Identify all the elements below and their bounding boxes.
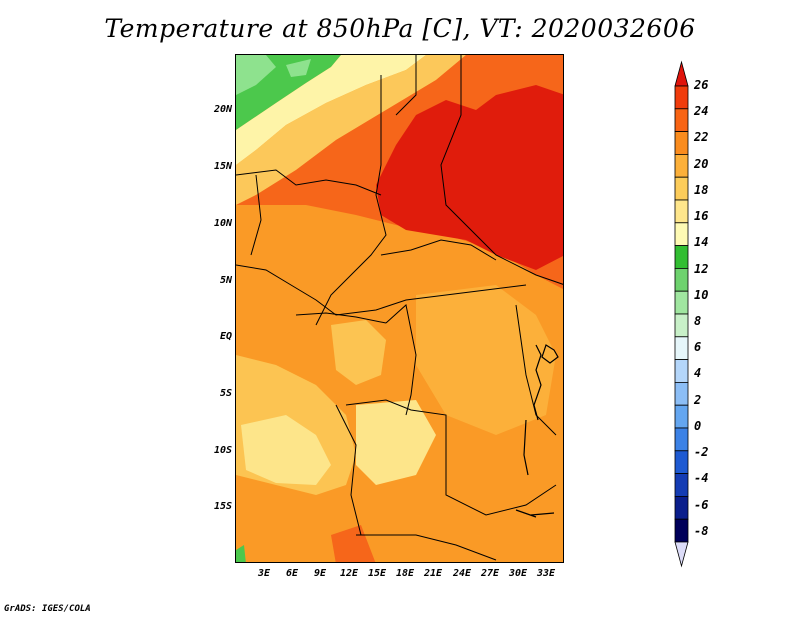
colorbar-band — [674, 381, 689, 406]
temperature-zone-red-core — [376, 85, 563, 270]
lon-label: 18E — [395, 568, 415, 579]
colorbar-band — [674, 153, 689, 178]
colorbar-tick-label: 14 — [694, 235, 709, 250]
temperature-zone-pale-north — [236, 55, 426, 165]
colorbar-band — [674, 518, 689, 543]
colorbar-tick-label: 10 — [694, 287, 709, 302]
colorbar-band — [674, 359, 689, 383]
colorbar-band — [674, 313, 689, 338]
temperature-zone-yellow-north — [236, 55, 466, 205]
country-borders — [236, 55, 563, 561]
lat-label: 10N — [213, 218, 232, 229]
colorbar-band — [674, 473, 689, 497]
lon-label: 12E — [339, 568, 359, 579]
lon-label: 15E — [367, 568, 387, 579]
colorbar-top-arrow — [674, 60, 689, 87]
temperature-zone-lightgreen — [236, 55, 276, 95]
lon-label: 33E — [536, 568, 556, 579]
colorbar-tick-label: 2 — [694, 392, 702, 407]
temperature-zone-red-south — [331, 525, 376, 562]
map-title: Temperature at 850hPa [C], VT: 202003260… — [104, 14, 696, 43]
lon-label: 6E — [285, 568, 299, 579]
colorbar-band — [674, 495, 689, 520]
colorbar-bands — [674, 60, 689, 568]
colorbar-band — [674, 108, 689, 133]
colorbar-tick-label: 0 — [694, 418, 702, 433]
colorbar-bottom-arrow — [674, 541, 689, 568]
map-canvas — [236, 55, 563, 562]
colorbar-tick-label: 22 — [694, 130, 709, 145]
temperature-zone-lightgreen-2 — [286, 59, 311, 77]
colorbar-tick-label: -2 — [694, 445, 709, 460]
lakes — [515, 344, 559, 518]
colorbar-tick-label: 12 — [694, 261, 709, 276]
colorbar-band — [674, 450, 689, 474]
colorbar-tick-label: 24 — [694, 104, 709, 119]
colorbar-band — [674, 267, 689, 292]
lon-label: 9E — [313, 568, 327, 579]
colorbar-tick-label: 8 — [694, 313, 702, 328]
lon-label: 27E — [480, 568, 500, 579]
temperature-zone-green-southwest — [236, 545, 246, 562]
footer-credit: GrADS: IGES/COLA — [4, 604, 91, 614]
temperature-zone-light-orange-east — [416, 285, 556, 435]
colorbar-band — [674, 131, 689, 155]
colorbar-band — [674, 222, 689, 247]
colorbar-tick-label: 4 — [694, 366, 702, 381]
lat-label: EQ — [219, 331, 232, 342]
colorbar-band — [674, 199, 689, 224]
colorbar-band — [674, 404, 689, 429]
lat-label: 5S — [219, 388, 232, 399]
lon-label: 30E — [508, 568, 528, 579]
colorbar-band — [674, 290, 689, 315]
colorbar-band — [674, 427, 689, 452]
colorbar-tick-label: -6 — [694, 497, 709, 512]
colorbar-tick-label: -8 — [694, 523, 709, 538]
temperature-zone-pale-southwest — [241, 415, 331, 485]
temperature-map — [235, 54, 564, 563]
lat-label: 15S — [213, 501, 232, 512]
colorbar-tick-label: 16 — [694, 209, 709, 224]
colorbar-band — [674, 85, 689, 110]
colorbar-tick-label: 6 — [694, 340, 702, 355]
lat-label: 5N — [219, 275, 232, 286]
colorbar-band — [674, 176, 689, 201]
colorbar-tick-label: -4 — [694, 471, 709, 486]
temperature-zone-pale-south — [356, 400, 436, 485]
lon-label: 24E — [452, 568, 472, 579]
colorbar-tick-label: 20 — [694, 156, 709, 171]
colorbar-band — [674, 336, 689, 360]
colorbar-band — [674, 245, 689, 269]
colorbar-tick-label: 26 — [694, 78, 709, 92]
temperature-zone-yellow-central — [331, 320, 386, 385]
lon-label: 21E — [423, 568, 443, 579]
lat-label: 20N — [213, 104, 232, 115]
lat-label: 10S — [213, 445, 232, 456]
lat-label: 15N — [213, 161, 232, 172]
colorbar-tick-label: 18 — [694, 182, 709, 197]
lon-label: 3E — [257, 568, 271, 579]
